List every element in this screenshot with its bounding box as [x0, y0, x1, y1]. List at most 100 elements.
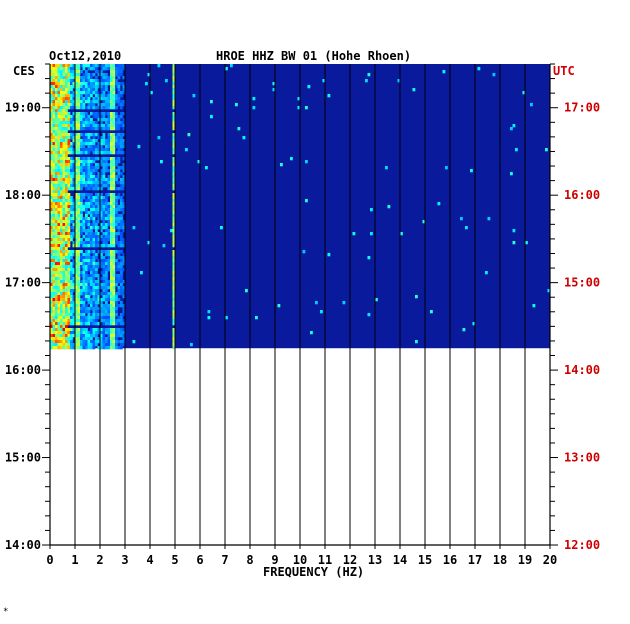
- spectrogram-cell: [62, 154, 66, 158]
- spectrogram-cell: [97, 187, 101, 191]
- spectrogram-cell: [60, 274, 63, 278]
- spectrogram-cell: [90, 298, 93, 302]
- spectrogram-cell: [100, 265, 103, 269]
- spectrogram-cell: [207, 316, 211, 320]
- spectrogram-cell: [62, 184, 66, 188]
- spectrogram-cell: [120, 202, 123, 206]
- spectrogram-cell: [92, 211, 96, 215]
- spectrogram-cell: [122, 241, 126, 245]
- spectrogram-cell: [102, 64, 106, 68]
- spectrogram-cell: [122, 100, 126, 104]
- spectrogram-cell: [92, 139, 96, 143]
- spectrogram-cell: [62, 202, 66, 206]
- spectrogram-cell: [92, 226, 96, 230]
- spectrogram-cell: [110, 235, 113, 239]
- spectrogram-cell: [65, 94, 68, 98]
- spectrogram-cell: [172, 184, 176, 188]
- spectrogram-cell: [172, 115, 176, 119]
- spectrogram-cell: [65, 304, 68, 308]
- spectrogram-cell: [92, 232, 96, 236]
- spectrogram-cell: [100, 187, 103, 191]
- spectrogram-cell: [95, 265, 98, 269]
- spectrogram-cell: [52, 334, 56, 338]
- spectrogram-cell: [120, 112, 123, 116]
- spectrogram-cell: [75, 91, 78, 95]
- spectrogram-cell: [50, 208, 53, 212]
- spectrogram-cell: [75, 208, 78, 212]
- spectrogram-cell: [115, 280, 118, 284]
- spectrogram-cell: [85, 118, 88, 122]
- spectrogram-cell: [75, 331, 78, 335]
- spectrogram-cell: [67, 160, 71, 164]
- spectrogram-cell: [65, 220, 68, 224]
- spectrogram-cell: [50, 316, 53, 320]
- spectrogram-cell: [172, 340, 176, 344]
- spectrogram-cell: [72, 334, 76, 338]
- spectrogram-cell: [72, 217, 76, 221]
- spectrogram-cell: [52, 331, 56, 335]
- spectrogram-cell: [90, 283, 93, 287]
- spectrogram-cell: [105, 238, 108, 242]
- spectrogram-cell: [97, 199, 101, 203]
- spectrogram-cell: [120, 334, 123, 338]
- spectrogram-cell: [110, 277, 113, 281]
- spectrogram-cell: [77, 217, 81, 221]
- spectrogram-cell: [55, 292, 58, 296]
- spectrogram-cell: [100, 298, 103, 302]
- spectrogram-cell: [112, 340, 116, 344]
- spectrogram-cell: [105, 268, 108, 272]
- spectrogram-cell: [115, 301, 118, 305]
- spectrogram-cell: [100, 142, 103, 146]
- spectrogram-cell: [115, 112, 118, 116]
- spectrogram-cell: [112, 244, 116, 248]
- spectrogram-cell: [62, 244, 66, 248]
- spectrogram-cell: [80, 304, 83, 308]
- spectrogram-cell: [112, 283, 116, 287]
- spectrogram-cell: [110, 76, 113, 80]
- spectrogram-cell: [120, 304, 123, 308]
- spectrogram-cell: [50, 295, 53, 299]
- spectrogram-cell: [90, 256, 93, 260]
- spectrogram-cell: [120, 124, 123, 128]
- spectrogram-cell: [112, 331, 116, 335]
- spectrogram-cell: [55, 97, 58, 101]
- spectrogram-cell: [87, 217, 91, 221]
- spectrogram-cell: [52, 169, 56, 173]
- spectrogram-cell: [172, 277, 176, 281]
- spectrogram-cell: [77, 79, 81, 83]
- spectrogram-cell: [67, 112, 71, 116]
- spectrogram-cell: [117, 328, 121, 332]
- spectrogram-cell: [97, 298, 101, 302]
- spectrogram-cell: [55, 115, 58, 119]
- spectrogram-cell: [75, 115, 78, 119]
- spectrogram-cell: [70, 127, 73, 131]
- spectrogram-cell: [65, 322, 68, 326]
- spectrogram-cell: [60, 127, 63, 131]
- spectrogram-cell: [55, 229, 58, 233]
- spectrogram-cell: [55, 244, 58, 248]
- spectrogram-cell: [105, 277, 108, 281]
- spectrogram-cell: [172, 331, 176, 335]
- spectrogram-cell: [90, 88, 93, 92]
- spectrogram-cell: [85, 316, 88, 320]
- spectrogram-cell: [112, 232, 116, 236]
- spectrogram-cell: [52, 181, 56, 185]
- spectrogram-cell: [102, 118, 106, 122]
- spectrogram-cell: [375, 298, 378, 302]
- x-tick-label: 1: [71, 553, 78, 567]
- spectrogram-cell: [62, 343, 66, 347]
- spectrogram-cell: [120, 205, 123, 209]
- spectrogram-cell: [90, 76, 93, 80]
- spectrogram-cell: [115, 202, 118, 206]
- spectrogram-cell: [110, 169, 113, 173]
- spectrogram-cell: [80, 208, 83, 212]
- spectrogram-cell: [65, 325, 68, 329]
- spectrogram-cell: [75, 280, 78, 284]
- spectrogram-cell: [50, 274, 53, 278]
- spectrogram-cell: [55, 160, 58, 164]
- spectrogram-cell: [72, 64, 76, 68]
- spectrogram-cell: [50, 91, 53, 95]
- spectrogram-cell: [122, 295, 126, 299]
- spectrogram-cell: [107, 97, 111, 101]
